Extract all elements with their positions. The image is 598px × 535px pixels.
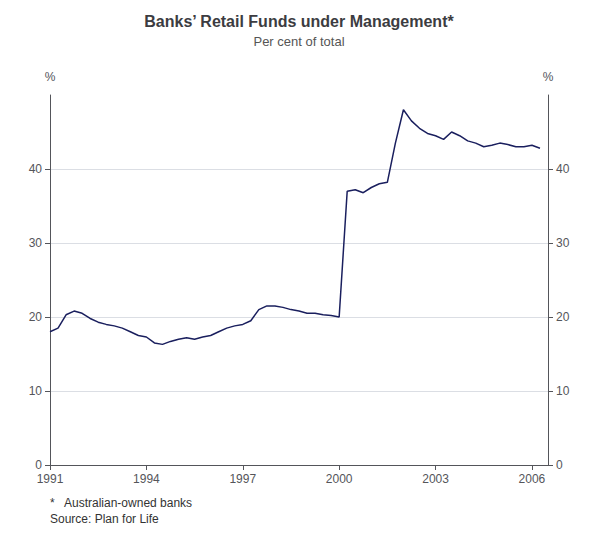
svg-text:0: 0 <box>35 458 42 472</box>
svg-text:10: 10 <box>556 384 570 398</box>
svg-text:Per cent of total: Per cent of total <box>253 34 344 49</box>
svg-text:%: % <box>543 70 554 84</box>
svg-text:2006: 2006 <box>519 472 546 486</box>
svg-text:30: 30 <box>556 236 570 250</box>
svg-text:10: 10 <box>29 384 43 398</box>
svg-text:40: 40 <box>556 162 570 176</box>
svg-text:40: 40 <box>29 162 43 176</box>
svg-text:2000: 2000 <box>326 472 353 486</box>
svg-text:Source: Plan for Life: Source: Plan for Life <box>50 512 159 526</box>
svg-text:2003: 2003 <box>422 472 449 486</box>
svg-text:1991: 1991 <box>37 472 64 486</box>
svg-text:1997: 1997 <box>229 472 256 486</box>
svg-text:%: % <box>45 70 56 84</box>
svg-text:20: 20 <box>29 310 43 324</box>
svg-text:0: 0 <box>556 458 563 472</box>
svg-text:20: 20 <box>556 310 570 324</box>
svg-text:Banks’ Retail Funds under Mana: Banks’ Retail Funds under Management* <box>144 13 454 30</box>
svg-text:30: 30 <box>29 236 43 250</box>
svg-text:1994: 1994 <box>133 472 160 486</box>
svg-text:* Australian-owned banks: * Australian-owned banks <box>50 496 192 510</box>
